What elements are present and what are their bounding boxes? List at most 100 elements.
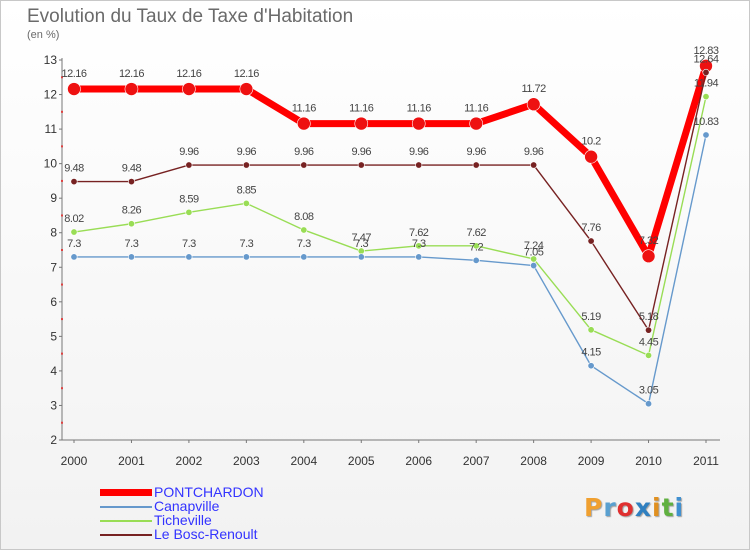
data-label: 7.24 [524, 240, 544, 252]
y-tick-label: 5 [50, 329, 57, 343]
data-point [354, 116, 369, 131]
x-tick-label: 2005 [348, 454, 375, 468]
y-tick-label: 9 [50, 191, 57, 205]
data-label: 7.3 [297, 238, 311, 250]
data-point [472, 256, 480, 264]
data-point [357, 161, 365, 169]
data-point [472, 242, 480, 250]
data-label: 7.62 [409, 227, 429, 239]
x-tick-label: 2002 [176, 454, 203, 468]
x-tick-label: 2010 [635, 454, 662, 468]
data-point [415, 161, 423, 169]
data-point [124, 82, 139, 96]
data-label: 7.47 [352, 232, 372, 244]
data-label: 9.96 [352, 146, 372, 158]
series-line-canapville [74, 134, 707, 405]
data-point [300, 161, 308, 169]
data-label: 7.3 [125, 238, 139, 250]
proxiti-logo: Proxiti [584, 493, 684, 522]
data-point [185, 253, 193, 261]
data-point [469, 116, 483, 131]
logo-letter: i [652, 493, 662, 522]
data-point [67, 82, 81, 96]
y-tick-label: 3 [50, 398, 57, 412]
data-point [300, 226, 308, 234]
data-label: 7.3 [412, 238, 426, 250]
logo-letter: t [661, 493, 675, 522]
data-point [297, 116, 311, 131]
data-label: 9.96 [179, 146, 199, 158]
legend-swatch [100, 534, 152, 536]
data-point [587, 326, 595, 334]
data-point [182, 82, 196, 96]
data-label: 12.16 [119, 68, 144, 80]
data-label: 8.08 [294, 211, 314, 223]
logo-letter: i [674, 493, 685, 522]
legend-item: PONTCHARDON [100, 484, 320, 500]
data-label: 11.94 [694, 78, 719, 90]
series-line-le-bosc-renoult [74, 72, 707, 331]
y-tick-label: 10 [44, 157, 58, 171]
data-point [530, 262, 538, 270]
data-label: 7.2 [469, 241, 483, 253]
y-tick-label: 12 [44, 88, 58, 102]
data-label: 8.02 [64, 213, 84, 225]
data-point [357, 253, 365, 261]
data-point [645, 326, 653, 334]
logo-letter: r [603, 493, 617, 522]
x-tick-label: 2007 [463, 454, 490, 468]
data-label: 7.3 [354, 238, 368, 250]
y-tick-label: 4 [50, 364, 57, 378]
y-tick-label: 8 [50, 226, 57, 240]
data-label: 11.72 [522, 83, 547, 95]
data-label: 5.19 [581, 311, 601, 323]
data-label: 7.05 [524, 247, 544, 259]
x-tick-label: 2006 [405, 454, 432, 468]
data-point [239, 82, 254, 96]
data-point [242, 253, 250, 261]
data-label: 9.96 [294, 146, 314, 158]
data-label: 8.85 [237, 184, 257, 196]
data-point [185, 161, 193, 169]
legend-swatch [100, 489, 152, 496]
data-point [530, 161, 538, 169]
data-label: 8.59 [179, 193, 199, 205]
data-label: 7.3 [182, 238, 196, 250]
data-label: 12.83 [693, 45, 718, 57]
data-point [185, 208, 193, 216]
data-label: 9.96 [524, 146, 544, 158]
y-tick-label: 7 [50, 260, 57, 274]
series-line-pontchardon [74, 64, 710, 260]
legend-label: Canapville [154, 498, 220, 514]
data-label: 11.16 [349, 103, 374, 115]
data-point [702, 131, 710, 139]
legend-swatch [100, 520, 152, 522]
x-tick-label: 2008 [520, 454, 547, 468]
data-point [70, 253, 78, 261]
x-tick-label: 2000 [61, 454, 88, 468]
data-point [702, 68, 710, 76]
chart-legend: PONTCHARDON Canapville Ticheville Le Bosc-R… [100, 484, 320, 542]
data-point [70, 178, 78, 186]
legend-label: PONTCHARDON [154, 484, 264, 500]
data-point [472, 161, 480, 169]
data-label: 7.32 [639, 235, 659, 247]
data-label: 10.83 [693, 116, 718, 128]
data-point [645, 351, 653, 359]
logo-letter: o [616, 493, 635, 522]
data-point [127, 220, 135, 228]
chart-title: Evolution du Taux de Taxe d'Habitation [27, 6, 354, 27]
data-label: 9.96 [409, 146, 429, 158]
data-label: 7.62 [466, 227, 486, 239]
logo-letter: x [634, 493, 652, 522]
data-label: 9.96 [237, 146, 257, 158]
data-label: 4.15 [581, 347, 601, 359]
y-tick-label: 11 [45, 122, 58, 136]
data-label: 11.16 [292, 103, 317, 115]
data-point [411, 116, 426, 131]
data-label: 7.3 [239, 238, 253, 250]
data-point [587, 237, 595, 245]
legend-item: Canapville [100, 498, 320, 514]
series-line-ticheville [73, 96, 707, 357]
